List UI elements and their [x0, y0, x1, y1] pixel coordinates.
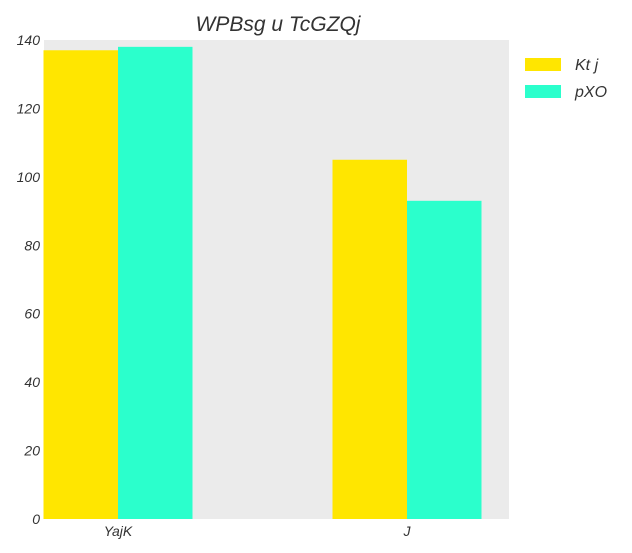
bar — [43, 50, 118, 520]
y-tick-label: 100 — [17, 169, 41, 185]
y-tick-label: 40 — [24, 374, 40, 390]
legend-swatch — [525, 58, 561, 71]
x-tick-label: YajK — [104, 523, 133, 539]
y-tick-label: 60 — [24, 306, 40, 322]
x-tick-label: J — [403, 523, 412, 539]
bar — [118, 46, 193, 519]
legend: Kt j pXO — [525, 57, 607, 101]
bar — [407, 200, 482, 520]
chart-title: WPBsg u TcGZQj — [196, 13, 362, 36]
bars — [43, 46, 482, 520]
x-axis: YajK J — [104, 523, 412, 539]
bar — [332, 159, 407, 519]
y-tick-label: 120 — [17, 100, 41, 116]
legend-label: Kt j — [575, 57, 599, 74]
y-tick-label: 20 — [23, 443, 40, 459]
legend-label: pXO — [574, 84, 607, 101]
y-tick-label: 0 — [32, 511, 40, 527]
y-tick-label: 80 — [24, 237, 40, 253]
legend-swatch — [525, 85, 561, 98]
y-tick-label: 140 — [17, 32, 41, 48]
y-axis: 0 20 40 60 80 100 120 140 — [17, 32, 41, 527]
